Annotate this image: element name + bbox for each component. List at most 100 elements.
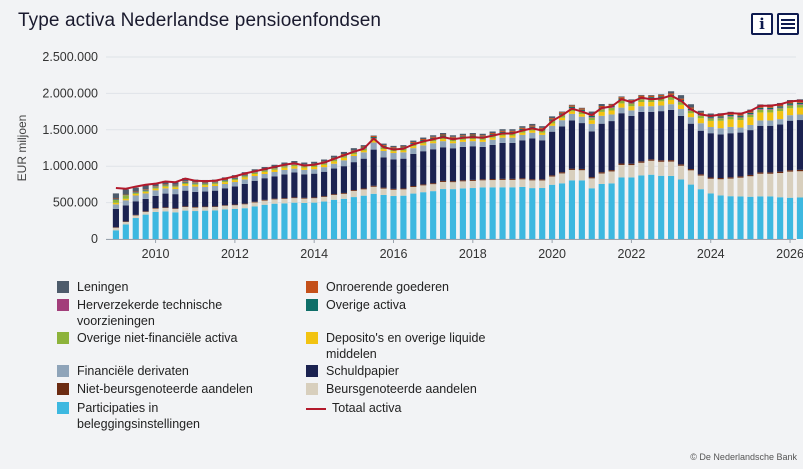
bar-segment [360,146,367,148]
info-button[interactable]: i [751,13,773,35]
legend-swatch [57,299,69,311]
bar-segment [638,175,645,239]
bar-segment [132,195,139,202]
bar-segment [598,173,605,184]
bar-segment [786,103,794,105]
bar-segment [598,109,605,112]
bar-segment [697,130,704,175]
x-tick-label: 2018 [459,247,487,261]
bar-segment [172,186,179,188]
bar-segment [558,172,566,174]
bar-segment [737,132,744,177]
bar-segment [122,200,129,206]
bar-segment [608,104,615,106]
legend-item-leningen[interactable]: Leningen [57,279,259,295]
bar-segment [777,119,784,125]
bar-segment [638,162,645,176]
bar-segment [737,196,744,239]
legend-label: Participaties in beleggingsinstellingen [77,401,201,431]
legend-item-onroerende-goederen[interactable]: Onroerende goederen [306,279,508,295]
legend-label: Beursgenoteerde aandelen [326,382,477,396]
bar-segment [430,184,437,192]
bar-segment [588,117,595,121]
bar-segment [578,109,585,111]
bar-segment [796,104,803,108]
bar-segment [509,178,516,180]
bar-segment [697,112,704,114]
x-tick-label: 2012 [221,247,249,261]
bar-segment [558,115,566,118]
bar-segment [112,199,119,200]
bar-segment [202,186,209,192]
bar-segment [390,159,397,189]
legend-item-herverzekerde[interactable]: Herverzekerde technische voorzieningen [57,297,259,329]
bar-segment [489,180,496,188]
bar-segment [420,151,427,185]
bar-segment [549,116,556,119]
bar-segment [519,186,526,239]
bar-segment [668,104,675,110]
bar-segment [658,161,665,176]
bar-segment [757,109,764,110]
bar-segment [767,107,774,110]
bar-segment [251,172,258,174]
x-tick-label: 2016 [380,247,408,261]
bar-segment [311,166,318,170]
bar-segment [479,180,486,188]
legend-item-participaties[interactable]: Participaties in beleggingsinstellingen [57,400,259,432]
bar-segment [509,142,516,179]
bar-segment [459,146,466,181]
bar-segment [628,115,635,164]
bar-segment [489,179,496,181]
bar-segment [717,115,724,117]
credit-text[interactable]: © De Nederlandsche Bank [690,452,797,462]
bar-segment [202,182,209,184]
bar-segment [231,204,238,206]
legend-item-schuldpapier[interactable]: Schuldpapier [306,363,508,379]
legend-item-depositos[interactable]: Deposito's en overige liquide middelen [306,330,508,362]
bar-segment [757,109,764,113]
bar-segment [717,118,724,121]
bar-segment [529,138,536,180]
bar-segment [469,139,476,142]
bar-segment [211,210,219,239]
bar-segment [499,135,506,138]
bar-segment [132,215,139,219]
bar-segment [211,184,219,186]
legend-item-overige-activa[interactable]: Overige activa [306,297,508,313]
bar-segment [271,199,278,204]
legend-item-beursgenoteerde-aandelen[interactable]: Beursgenoteerde aandelen [306,381,508,397]
bar-segment [152,188,159,191]
bar-segment [330,194,338,195]
bar-segment [509,135,516,138]
bar-segment [281,198,288,204]
bar-segment [489,131,496,134]
menu-button[interactable] [777,13,799,35]
bar-segment [638,111,645,162]
bar-segment [539,188,546,239]
bar-segment [182,182,189,185]
bar-segment [568,108,576,112]
bar-segment [192,183,199,185]
legend-item-financiele-derivaten[interactable]: Financiële derivaten [57,363,259,379]
bar-segment [410,153,417,186]
bar-segment [420,185,427,193]
bar-segment [350,197,357,239]
bar-segment [192,182,199,183]
bar-segment [172,187,179,190]
legend-item-overige-niet-financiele[interactable]: Overige niet-financiële activa [57,330,259,346]
bar-segment [162,207,169,212]
legend-item-totaal-activa[interactable]: Totaal activa [306,400,514,416]
bar-segment [717,117,724,119]
bar-segment [558,173,566,184]
bar-segment [687,169,694,171]
bar-segment [598,115,605,124]
bar-segment [519,128,526,130]
bar-segment [350,190,357,198]
bar-segment [479,135,486,137]
legend-item-niet-beursgenoteerd[interactable]: Niet-beursgenoteerde aandelen [57,381,259,397]
bar-segment [340,151,348,155]
bar-segment [767,120,774,126]
bar-segment [628,99,635,101]
bar-segment [747,114,754,118]
